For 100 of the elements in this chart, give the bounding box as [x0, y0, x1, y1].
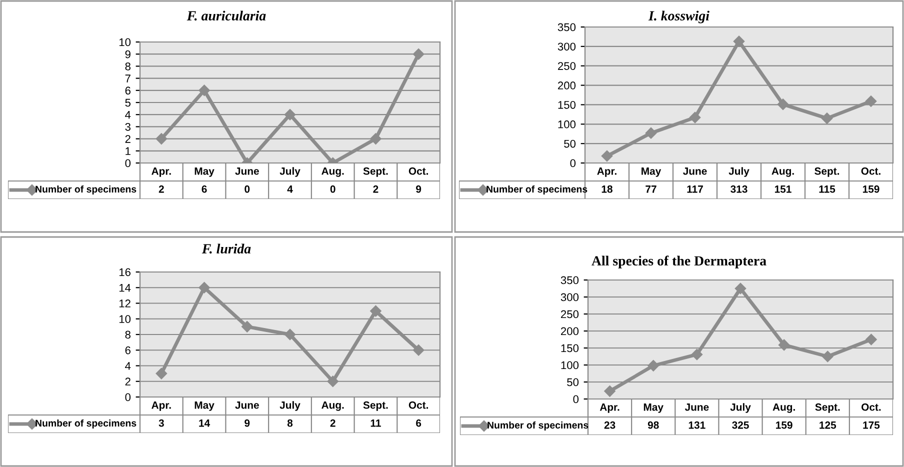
y-tick-label: 0	[125, 393, 131, 402]
data-label: 98	[648, 421, 659, 429]
point	[734, 282, 746, 294]
y-tick-label: 0	[573, 395, 579, 404]
x-tick-label: Oct.	[408, 167, 428, 175]
data-label: 313	[730, 185, 748, 193]
y-tick-label: 4	[125, 362, 131, 370]
y-tick-label: 16	[119, 268, 130, 276]
y-tick-label: 350	[558, 23, 576, 32]
y-tick-label: 150	[558, 100, 576, 109]
data-label: 115	[819, 186, 836, 193]
x-tick-label: Oct.	[861, 167, 880, 175]
x-tick-label: June	[684, 404, 709, 411]
x-tick-label: May	[194, 402, 214, 411]
data-label: 9	[416, 185, 422, 193]
chart-title: All species of the Dermaptera	[592, 256, 766, 268]
y-tick-label: 100	[561, 361, 579, 370]
data-label: 325	[732, 421, 749, 429]
x-tick-label: Apr.	[152, 402, 171, 411]
point	[156, 133, 168, 144]
data-label: 131	[688, 421, 706, 429]
y-tick-label: 10	[119, 315, 131, 324]
data-label: 6	[202, 185, 207, 193]
data-label: 0	[244, 185, 250, 193]
point	[284, 108, 296, 120]
data-label: 9	[244, 419, 250, 427]
data-label: 18	[602, 185, 612, 193]
y-tick-label: 250	[560, 310, 579, 318]
x-tick-label: May	[194, 168, 214, 177]
x-tick-label: Sept.	[363, 401, 388, 411]
x-tick-label: Aug.	[772, 167, 794, 177]
data-label: 151	[774, 186, 792, 193]
y-tick-label: 350	[560, 276, 579, 284]
point	[156, 368, 168, 380]
data-label: 4	[287, 186, 293, 193]
data-label: 0	[330, 185, 336, 193]
point	[645, 127, 657, 139]
x-tick-label: June	[235, 168, 259, 175]
x-tick-label: Sept.	[363, 167, 388, 177]
point	[601, 150, 613, 162]
y-tick-label: 2	[125, 378, 130, 386]
chart-title: F. lurida	[202, 244, 251, 254]
point	[604, 386, 616, 397]
x-tick-label: Aug.	[772, 403, 795, 413]
y-tick-label: 200	[558, 82, 576, 90]
data-label: 159	[862, 185, 880, 193]
data-label: 6	[416, 419, 422, 427]
x-tick-label: Apr.	[600, 404, 620, 413]
x-tick-label: Oct.	[408, 401, 428, 409]
point	[198, 282, 210, 294]
point	[370, 133, 382, 144]
x-tick-label: July	[280, 401, 300, 411]
data-label: 3	[158, 419, 164, 427]
x-tick-label: May	[642, 168, 662, 177]
point	[691, 348, 703, 360]
point	[821, 112, 833, 124]
point	[777, 98, 789, 110]
point	[822, 350, 834, 362]
y-tick-label: 5	[125, 98, 131, 107]
y-tick-label: 0	[570, 159, 576, 168]
y-tick-label: 2	[125, 135, 130, 143]
x-tick-label: Aug.	[322, 401, 344, 411]
point	[242, 321, 253, 332]
data-label: 77	[646, 186, 656, 193]
y-tick-label: 100	[558, 120, 576, 128]
x-tick-label: Apr.	[152, 168, 171, 177]
chart-title: I. kosswigi	[648, 10, 710, 24]
point	[866, 334, 877, 346]
y-tick-label: 0	[125, 159, 131, 168]
legend-label: Number of specimens	[36, 185, 136, 195]
point	[198, 84, 210, 96]
x-tick-label: June	[683, 168, 707, 175]
data-label: 11	[370, 420, 381, 427]
data-label: 14	[199, 420, 210, 427]
legend-label: Number of specimens	[486, 185, 588, 195]
y-tick-label: 8	[125, 330, 130, 339]
y-tick-label: 7	[125, 74, 130, 82]
y-tick-label: 50	[567, 378, 579, 386]
point	[865, 96, 877, 107]
y-tick-label: 150	[561, 344, 579, 352]
x-tick-label: Sept.	[814, 167, 840, 177]
point	[648, 360, 659, 372]
y-tick-label: 50	[564, 140, 576, 148]
point	[327, 376, 338, 387]
y-tick-label: 6	[125, 86, 130, 95]
data-label: 23	[604, 421, 616, 429]
data-label: 2	[330, 419, 336, 427]
y-tick-label: 12	[119, 300, 130, 308]
y-tick-label: 10	[119, 38, 131, 46]
y-tick-label: 1	[126, 147, 130, 155]
x-tick-label: Oct.	[862, 403, 881, 411]
x-tick-label: July	[280, 167, 300, 177]
point	[412, 344, 424, 356]
legend-label: Number of specimens	[36, 419, 136, 429]
x-tick-label: July	[730, 403, 751, 413]
data-label: 2	[158, 185, 164, 193]
point	[284, 328, 296, 340]
point	[778, 339, 790, 351]
x-tick-label: June	[235, 402, 259, 409]
y-tick-label: 14	[119, 284, 131, 292]
